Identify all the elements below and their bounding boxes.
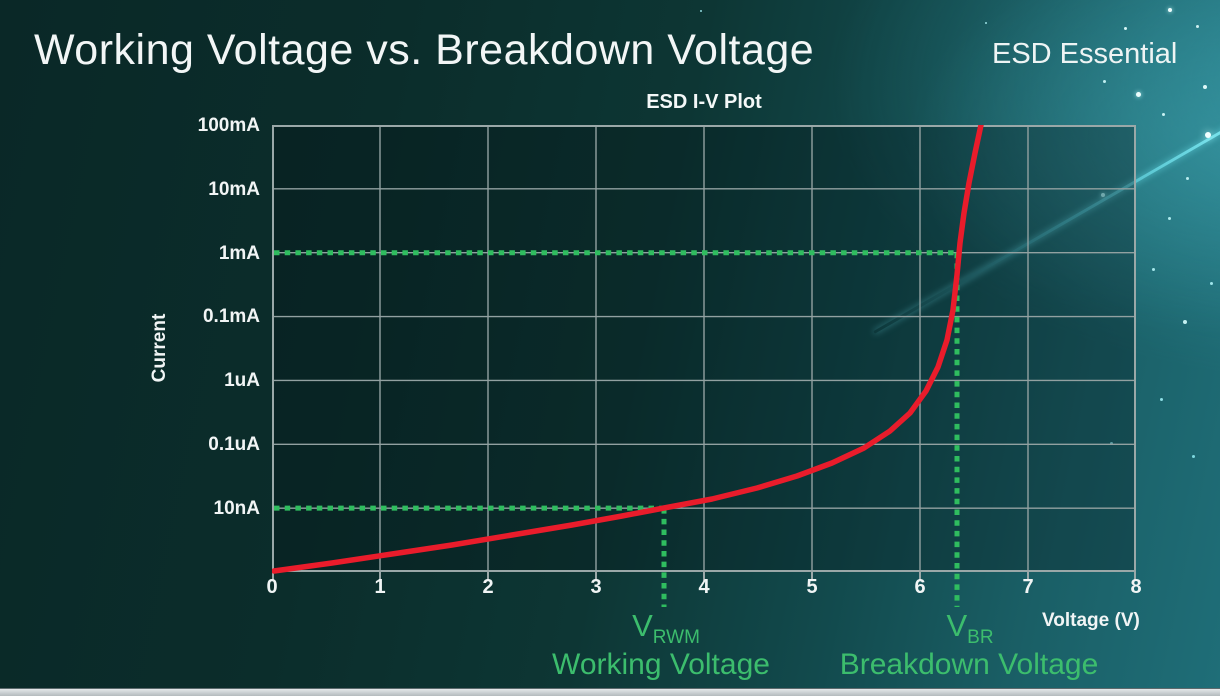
vrwm-subscript: RWM [652,627,700,648]
x-axis-tick-marks [272,572,1136,581]
particle-dot [1103,80,1106,83]
working-voltage-caption: Working Voltage [552,648,770,681]
x-tick-label: 6 [914,576,926,598]
brand-text: ESD Essential [992,38,1178,70]
vbr-symbol: V [946,608,968,643]
x-tick-label: 7 [1022,576,1034,598]
vrwm-label: VRWM [632,608,700,649]
y-tick-label: 1uA [224,370,260,391]
x-tick-label: 2 [482,576,494,598]
y-tick-label: 0.1mA [202,306,260,327]
particle-dot [1196,25,1199,28]
vbr-label: VBR [946,608,993,649]
y-tick-label: 10nA [213,498,260,519]
bottom-edge-bar [0,688,1220,696]
x-tick-label: 1 [374,576,386,598]
particle-dot [1183,320,1187,324]
y-tick-label: 10mA [208,179,260,200]
x-tick-label: 3 [590,576,602,598]
y-axis-title: Current [149,313,170,383]
particle-dot [1210,282,1213,285]
particle-dot [700,10,702,12]
particle-dot [1186,177,1189,180]
particle-dot [1136,92,1141,97]
x-tick-label: 8 [1130,576,1142,598]
particle-dot [1152,268,1155,271]
guide-dotted-lines [274,250,960,607]
x-axis-title: Voltage (V) [1042,610,1140,631]
particle-dot [1203,85,1207,89]
chart-title: ESD I-V Plot [646,91,762,113]
vrwm-symbol: V [632,608,653,643]
y-tick-label: 100mA [197,115,260,136]
esd-iv-plot [272,125,1136,607]
vbr-subscript: BR [967,627,994,648]
x-tick-label: 0 [266,576,278,598]
particle-dot [1168,8,1172,12]
breakdown-voltage-caption: Breakdown Voltage [839,648,1099,681]
particle-dot [985,22,987,24]
y-tick-label: 1mA [218,243,260,264]
particle-dot [1168,217,1171,220]
iv-curve [272,125,984,574]
x-tick-label: 5 [806,576,818,598]
page-title: Working Voltage vs. Breakdown Voltage [34,26,815,74]
particle-dot [1110,442,1113,445]
y-tick-label: 0.1uA [208,434,260,455]
particle-dot [1162,113,1165,116]
particle-dot [1101,193,1105,197]
particle-dot [1160,398,1163,401]
particle-dot [1205,132,1211,138]
x-tick-label: 4 [698,576,710,598]
plot-border [272,125,1136,572]
particle-dot [1124,27,1127,30]
particle-dot [1192,455,1195,458]
